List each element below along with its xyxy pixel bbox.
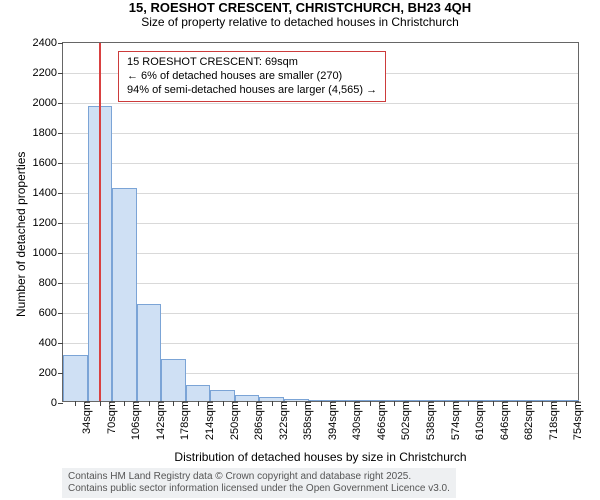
- chart-title: 15, ROESHOT CRESCENT, CHRISTCHURCH, BH23…: [0, 0, 600, 15]
- x-tick: [173, 401, 174, 406]
- x-tick: [247, 401, 248, 406]
- x-tick: [198, 401, 199, 406]
- x-tick-label: 718sqm: [545, 401, 560, 440]
- x-tick-label: 682sqm: [520, 401, 535, 440]
- y-axis-label: Number of detached properties: [14, 152, 28, 317]
- gridline: [63, 253, 578, 254]
- gridline: [63, 163, 578, 164]
- histogram-bar: [137, 304, 162, 402]
- x-tick-label: 466sqm: [373, 401, 388, 440]
- x-tick: [321, 401, 322, 406]
- histogram-bar: [554, 400, 579, 401]
- gridline: [63, 103, 578, 104]
- y-tick-label: 400: [39, 337, 63, 349]
- y-tick-label: 1600: [33, 157, 63, 169]
- x-tick: [124, 401, 125, 406]
- info-line: ← 6% of detached houses are smaller (270…: [127, 70, 377, 84]
- x-tick: [100, 401, 101, 406]
- histogram-bar: [161, 359, 186, 401]
- x-tick-label: 538sqm: [422, 401, 437, 440]
- y-tick-label: 2000: [33, 97, 63, 109]
- y-tick-label: 1000: [33, 247, 63, 259]
- histogram-bar: [284, 399, 309, 401]
- x-tick: [468, 401, 469, 406]
- x-tick-label: 394sqm: [324, 401, 339, 440]
- histogram-bar: [309, 400, 334, 402]
- x-tick: [542, 401, 543, 406]
- gridline: [63, 283, 578, 284]
- histogram-bar: [505, 400, 530, 401]
- x-tick-label: 502sqm: [397, 401, 412, 440]
- x-tick: [345, 401, 346, 406]
- attribution-footer: Contains HM Land Registry data © Crown c…: [62, 468, 456, 498]
- x-tick: [444, 401, 445, 406]
- y-tick-label: 600: [39, 307, 63, 319]
- histogram-bar: [358, 400, 383, 401]
- footer-line: Contains HM Land Registry data © Crown c…: [68, 471, 450, 483]
- x-tick: [272, 401, 273, 406]
- histogram-bar: [530, 400, 555, 401]
- x-tick-label: 358sqm: [299, 401, 314, 440]
- x-tick: [566, 401, 567, 406]
- histogram-bar: [210, 390, 235, 401]
- x-tick-label: 178sqm: [176, 401, 191, 440]
- histogram-bar: [431, 400, 456, 401]
- info-box: 15 ROESHOT CRESCENT: 69sqm ← 6% of detac…: [118, 51, 386, 102]
- histogram-bar: [407, 400, 432, 401]
- histogram-bar: [259, 397, 284, 401]
- histogram-bar: [480, 400, 505, 401]
- reference-line: [99, 43, 101, 401]
- chart-plot-area: 15 ROESHOT CRESCENT: 69sqm ← 6% of detac…: [62, 42, 579, 402]
- info-line: 15 ROESHOT CRESCENT: 69sqm: [127, 56, 377, 70]
- info-line: 94% of semi-detached houses are larger (…: [127, 84, 377, 98]
- x-tick: [394, 401, 395, 406]
- y-tick-label: 0: [51, 397, 63, 409]
- x-tick-label: 34sqm: [78, 401, 93, 434]
- x-tick-label: 754sqm: [569, 401, 584, 440]
- x-tick: [517, 401, 518, 406]
- x-tick-label: 250sqm: [226, 401, 241, 440]
- gridline: [63, 223, 578, 224]
- x-axis-label: Distribution of detached houses by size …: [62, 450, 579, 464]
- x-tick: [75, 401, 76, 406]
- histogram-bar: [333, 400, 358, 401]
- x-tick-label: 142sqm: [152, 401, 167, 440]
- x-tick-label: 574sqm: [447, 401, 462, 440]
- x-tick: [419, 401, 420, 406]
- y-tick-label: 1800: [33, 127, 63, 139]
- histogram-bar: [63, 355, 88, 402]
- x-tick-label: 214sqm: [201, 401, 216, 440]
- histogram-bar: [186, 385, 211, 402]
- x-tick: [223, 401, 224, 406]
- x-tick-label: 610sqm: [471, 401, 486, 440]
- x-tick-label: 430sqm: [348, 401, 363, 440]
- histogram-bar: [112, 188, 137, 401]
- histogram-bar: [456, 400, 481, 401]
- histogram-bar: [235, 395, 260, 401]
- x-tick: [296, 401, 297, 406]
- x-tick-label: 286sqm: [250, 401, 265, 440]
- x-tick: [149, 401, 150, 406]
- y-tick-label: 1200: [33, 217, 63, 229]
- gridline: [63, 193, 578, 194]
- chart-subtitle: Size of property relative to detached ho…: [0, 15, 600, 29]
- footer-line: Contains public sector information licen…: [68, 483, 450, 495]
- y-tick-label: 2200: [33, 67, 63, 79]
- y-tick-label: 1400: [33, 187, 63, 199]
- gridline: [63, 133, 578, 134]
- x-tick: [370, 401, 371, 406]
- histogram-bar: [382, 400, 407, 401]
- x-tick-label: 106sqm: [127, 401, 142, 440]
- y-tick-label: 2400: [33, 37, 63, 49]
- x-tick-label: 70sqm: [103, 401, 118, 434]
- y-tick-label: 200: [39, 367, 63, 379]
- y-tick-label: 800: [39, 277, 63, 289]
- x-tick: [493, 401, 494, 406]
- x-tick-label: 646sqm: [496, 401, 511, 440]
- x-tick-label: 322sqm: [275, 401, 290, 440]
